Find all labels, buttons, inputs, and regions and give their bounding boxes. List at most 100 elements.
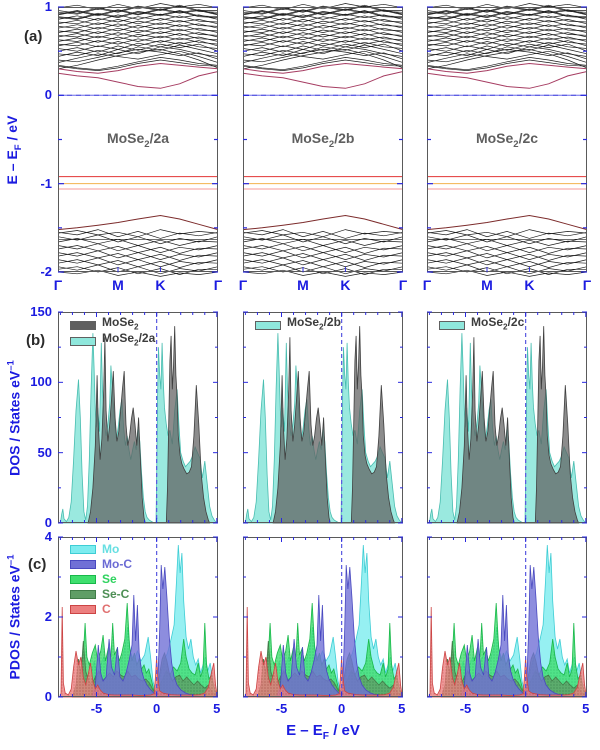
k-point-label: M bbox=[108, 277, 128, 293]
dos-y-tick-label-text: 50 bbox=[37, 444, 52, 460]
band-line bbox=[242, 37, 404, 47]
highlight-band-line bbox=[57, 71, 219, 89]
dos-legend-label-formula-sub: 2 bbox=[319, 322, 324, 332]
dos-legend-entry: MoSe2/2a bbox=[70, 332, 155, 348]
band-y-tick-label: 0 bbox=[20, 87, 52, 102]
band-panel-1 bbox=[57, 3, 219, 277]
band-panel-title: MoSe2/2b bbox=[292, 130, 355, 150]
highlight-band-line bbox=[242, 214, 404, 231]
pdos-y-tick-label-text: 4 bbox=[44, 529, 52, 544]
k-point-label: M bbox=[293, 277, 313, 293]
dos-legend-label: MoSe2/2b bbox=[287, 315, 341, 332]
band-line bbox=[426, 41, 588, 52]
band-panel-title-formula: MoSe2/2b bbox=[292, 130, 355, 150]
pdos-area-mo_c bbox=[276, 564, 390, 698]
band-line bbox=[426, 46, 588, 57]
band-line bbox=[57, 264, 219, 275]
band-line bbox=[242, 28, 404, 38]
band-panel-title-formula-suffix: /2b bbox=[334, 130, 355, 147]
highlight-band-line bbox=[57, 214, 219, 231]
dos-panel-2 bbox=[243, 311, 403, 524]
k-point-label-text: K bbox=[340, 277, 351, 293]
band-line bbox=[57, 19, 219, 29]
band-line bbox=[426, 4, 587, 14]
band-line bbox=[426, 229, 588, 238]
pdos-legend-label: Se-C bbox=[102, 587, 130, 601]
x-tick-label-text: 5 bbox=[582, 701, 590, 716]
band-line bbox=[242, 8, 404, 16]
band-line bbox=[242, 49, 404, 70]
dos-area-mose2 bbox=[272, 326, 396, 524]
highlight-band-line bbox=[426, 214, 588, 231]
dos-legend-swatch bbox=[255, 320, 281, 330]
x-tick-label-text: 0 bbox=[153, 701, 161, 716]
band-line bbox=[426, 59, 588, 71]
dos-legend-label-formula-sub: 2 bbox=[134, 338, 139, 348]
band-line bbox=[57, 49, 219, 70]
k-point-label-text: M bbox=[297, 277, 309, 293]
pdos-legend-entry: Se-C bbox=[70, 588, 129, 600]
k-point-label-text: K bbox=[524, 277, 535, 293]
band-line bbox=[426, 49, 588, 63]
x-tick-label-text: 0 bbox=[338, 701, 346, 716]
dos-area-mose2 bbox=[87, 326, 211, 524]
band-line bbox=[426, 50, 588, 63]
band-panel-title-formula: MoSe2/2c bbox=[476, 130, 538, 150]
dos-legend-label-formula-suffix: /2b bbox=[323, 315, 341, 330]
pdos-legend-swatch bbox=[70, 574, 96, 584]
band-line bbox=[242, 46, 404, 57]
pdos-area-mo_c bbox=[91, 564, 205, 698]
panel-letter-b: (b) bbox=[26, 332, 46, 349]
x-axis-label: E – EF / eV bbox=[286, 722, 360, 742]
band-line bbox=[57, 8, 219, 16]
k-point-label-text: Γ bbox=[53, 277, 63, 293]
dos-legend-label-formula: MoSe2/2a bbox=[102, 331, 155, 348]
k-point-label-text: M bbox=[112, 277, 124, 293]
band-line bbox=[57, 229, 219, 238]
band-line bbox=[57, 3, 219, 11]
dos-legend-entry: MoSe2/2c bbox=[439, 316, 524, 332]
pdos-area-c bbox=[428, 606, 587, 698]
dos-area-mose2 bbox=[456, 326, 580, 524]
dos-legend-swatch bbox=[439, 320, 465, 330]
band-panel-title-formula: MoSe2/2a bbox=[107, 130, 169, 150]
band-y-tick-label-text: 1 bbox=[44, 0, 52, 14]
pdos-legend-swatch bbox=[70, 604, 96, 614]
band-line bbox=[426, 49, 588, 70]
k-point-label: K bbox=[519, 277, 539, 293]
band-y-tick-label-text: -2 bbox=[40, 264, 52, 279]
band-line bbox=[57, 33, 219, 42]
x-tick-label: -5 bbox=[81, 701, 111, 716]
x-tick-label-text: -5 bbox=[275, 701, 288, 716]
pdos-area-mo_c bbox=[460, 564, 574, 698]
band-line bbox=[426, 19, 588, 29]
k-point-label: Γ bbox=[208, 277, 228, 293]
band-line bbox=[57, 10, 219, 19]
dos-legend-label-formula-sub: 2 bbox=[134, 322, 139, 332]
band-panel-title-formula-sub: 2 bbox=[513, 138, 519, 150]
pdos-legend-label: Se bbox=[102, 572, 117, 586]
k-point-label-text: Γ bbox=[582, 277, 592, 293]
dos-legend-label-formula-main: MoSe bbox=[102, 331, 135, 346]
k-point-label-text: M bbox=[481, 277, 493, 293]
band-line bbox=[57, 250, 219, 260]
band-line bbox=[57, 46, 219, 57]
pdos-y-tick-label: 2 bbox=[16, 609, 52, 624]
dos-legend-label: MoSe2/2c bbox=[471, 316, 524, 332]
band-line bbox=[242, 4, 403, 14]
k-point-label: Γ bbox=[577, 277, 597, 293]
band-line bbox=[57, 9, 219, 17]
dos-legend-label-formula: MoSe2/2b bbox=[287, 315, 341, 332]
band-line bbox=[57, 28, 219, 38]
pdos-legend-swatch bbox=[70, 559, 96, 569]
band-line bbox=[426, 11, 588, 20]
band-line bbox=[242, 49, 404, 63]
band-panel-title: MoSe2/2a bbox=[107, 130, 169, 150]
band-line bbox=[242, 250, 404, 260]
band-line bbox=[426, 28, 588, 38]
x-tick-label: 0 bbox=[142, 701, 172, 716]
band-line bbox=[426, 229, 588, 239]
band-line bbox=[57, 50, 219, 63]
